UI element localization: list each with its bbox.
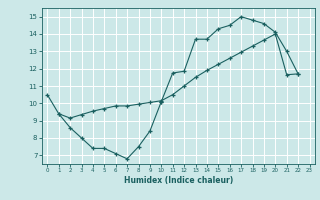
X-axis label: Humidex (Indice chaleur): Humidex (Indice chaleur): [124, 176, 233, 185]
